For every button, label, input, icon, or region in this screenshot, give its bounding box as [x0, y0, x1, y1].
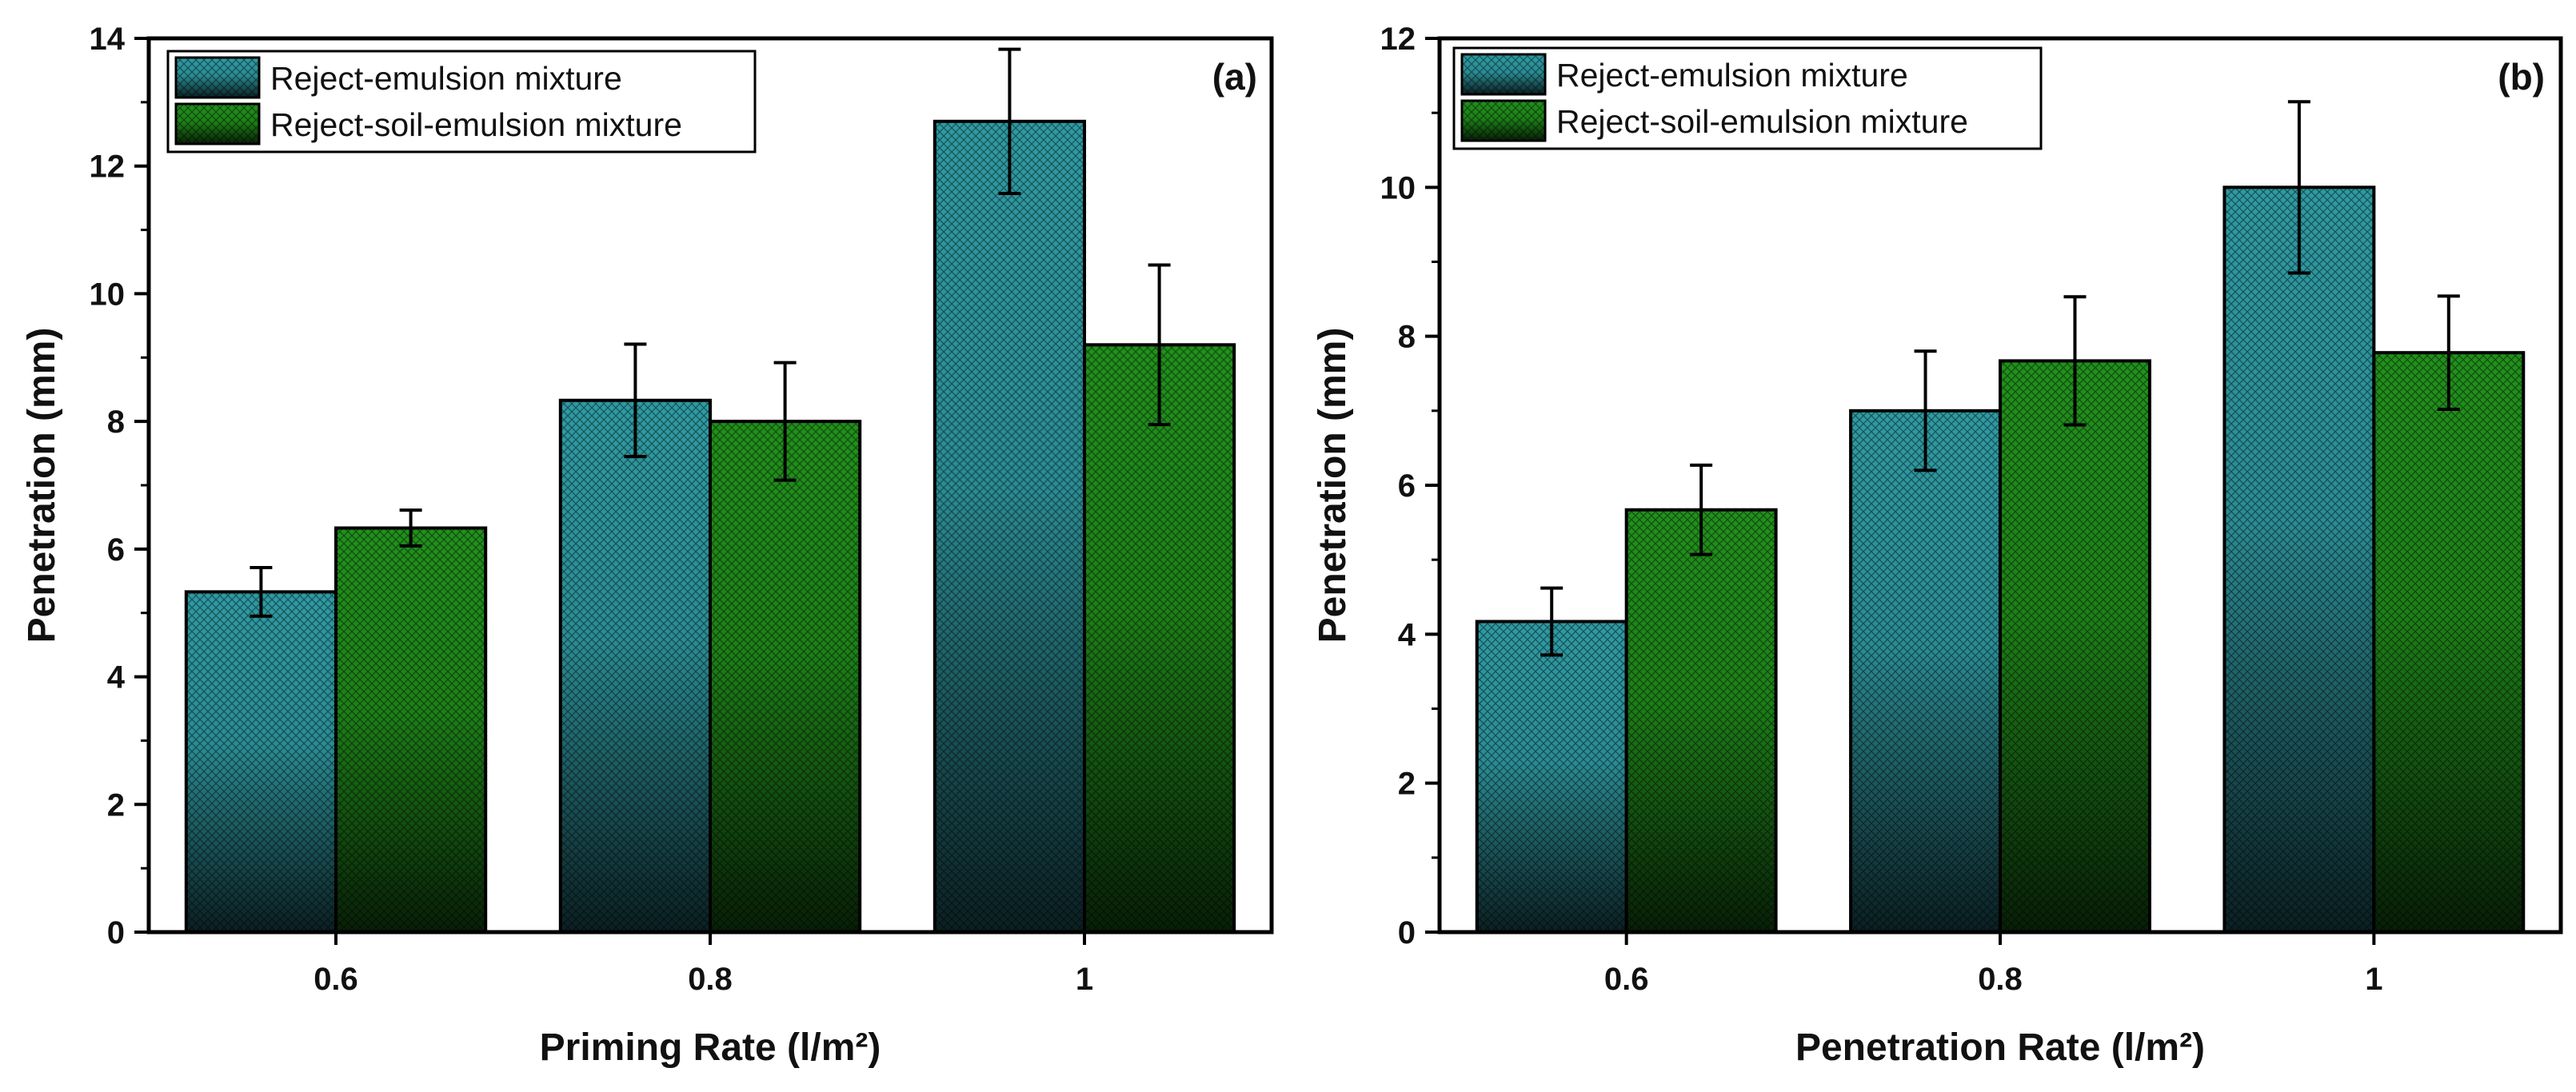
- y-tick-label: 12: [90, 149, 126, 185]
- y-tick-label: 12: [1380, 22, 1416, 57]
- x-tick-label: 0.6: [1604, 962, 1649, 997]
- bar-hatch-reject-emulsion-mixture-0.8: [1851, 410, 2000, 932]
- bars-group-b: [1475, 185, 2526, 935]
- bar-hatch-reject-soil-emulsion-mixture-1: [1084, 345, 1235, 932]
- y-tick-label: 10: [1380, 170, 1416, 205]
- x-tick-label: 1: [2365, 962, 2382, 997]
- error-bar-reject-emulsion-mixture-0.8: [1914, 349, 1937, 472]
- panel-label-a: (a): [1212, 56, 1257, 98]
- y-tick-label: 4: [107, 660, 126, 695]
- legend-label-reject-emulsion: Reject-emulsion mixture: [270, 60, 622, 97]
- x-axis-title-b: Penetration Rate (l/m²): [1795, 1026, 2205, 1069]
- legend-swatch-hatch: [1462, 54, 1545, 94]
- y-tick-label: 2: [107, 787, 125, 823]
- legend-swatch-hatch: [1462, 101, 1545, 141]
- legend-b: Reject-emulsion mixture Reject-soil-emul…: [1452, 46, 2043, 150]
- bar-hatch-reject-emulsion-mixture-1: [934, 121, 1084, 933]
- error-bar-reject-emulsion-mixture-1: [998, 47, 1021, 196]
- bar-hatch-reject-soil-emulsion-mixture-0.8: [2000, 361, 2150, 933]
- error-bars-group-b: [1540, 100, 2460, 657]
- y-tick-label: 14: [90, 22, 126, 57]
- bar-hatch-reject-emulsion-mixture-0.6: [186, 592, 336, 932]
- y-tick-label: 8: [107, 405, 125, 440]
- error-bar-reject-emulsion-mixture-0.6: [250, 566, 273, 618]
- error-bar-reject-soil-emulsion-mixture-1: [2437, 294, 2460, 411]
- bar-hatch-reject-soil-emulsion-mixture-0.8: [710, 421, 861, 932]
- legend-box-b: [1452, 46, 2043, 150]
- error-bar-reject-emulsion-mixture-1: [2287, 100, 2310, 275]
- y-tick-label: 0: [1398, 915, 1416, 951]
- bar-hatch-reject-emulsion-mixture-0.8: [560, 400, 710, 932]
- y-tick-label: 4: [1398, 617, 1416, 652]
- plot-frame-a: [146, 36, 1274, 935]
- x-tick-label: 0.8: [1978, 962, 2023, 997]
- bar-hatch-reject-soil-emulsion-mixture-0.6: [1626, 509, 1776, 932]
- y-axis-title-b: Penetration (mm): [1312, 328, 1354, 644]
- y-tick-label: 0: [107, 915, 125, 951]
- legend-swatch-hatch: [176, 104, 259, 144]
- y-tick-label: 6: [107, 532, 125, 568]
- bar-hatch-reject-emulsion-mixture-0.6: [1476, 621, 1627, 932]
- x-tick-label: 1: [1076, 962, 1093, 997]
- error-bar-reject-soil-emulsion-mixture-0.6: [1690, 463, 1713, 556]
- x-axis-title-a: Priming Rate (l/m²): [540, 1026, 881, 1069]
- error-bar-reject-emulsion-mixture-0.8: [624, 342, 647, 459]
- panel-label-b: (b): [2498, 56, 2545, 98]
- y-tick-label: 10: [90, 277, 126, 312]
- y-tick-label: 8: [1398, 320, 1416, 355]
- x-tick-label: 0.6: [314, 962, 358, 997]
- error-bar-reject-soil-emulsion-mixture-0.8: [773, 361, 797, 482]
- error-bars-group-a: [250, 47, 1171, 618]
- chart-panel-a: 0 2 4 6 8 10 12 14 0.6 0.8 1 Penetration (mm) Pri…: [21, 22, 1274, 1069]
- bar-hatch-reject-soil-emulsion-mixture-0.6: [336, 528, 486, 932]
- legend-label-reject-soil-emulsion: Reject-soil-emulsion mixture: [270, 106, 682, 143]
- bar-hatch-reject-emulsion-mixture-1: [2224, 187, 2374, 933]
- chart-panel-b: 0 2 4 6 8 10 12 0.6 0.8 1 Penetration (mm) Penet…: [1312, 22, 2563, 1069]
- legend-label-reject-soil-emulsion: Reject-soil-emulsion mixture: [1556, 103, 1968, 140]
- plot-frame-b: [1437, 36, 2563, 935]
- legend-a: Reject-emulsion mixture Reject-soil-emul…: [166, 50, 757, 153]
- y-tick-label: 6: [1398, 468, 1416, 504]
- x-axis-ticks-b: 0.6 0.8 1: [1604, 932, 2382, 997]
- y-axis-ticks-a: 0 2 4 6 8 10 12 14: [90, 22, 149, 951]
- y-axis-ticks-b: 0 2 4 6 8 10 12: [1380, 22, 1440, 951]
- bar-hatch-reject-soil-emulsion-mixture-1: [2374, 353, 2524, 932]
- y-axis-title-a: Penetration (mm): [21, 328, 63, 644]
- x-tick-label: 0.8: [688, 962, 733, 997]
- x-axis-ticks-a: 0.6 0.8 1: [314, 932, 1093, 997]
- legend-label-reject-emulsion: Reject-emulsion mixture: [1556, 57, 1908, 94]
- bars-group-a: [184, 119, 1236, 935]
- error-bar-reject-emulsion-mixture-0.6: [1540, 586, 1564, 657]
- error-bar-reject-soil-emulsion-mixture-0.6: [399, 508, 422, 548]
- error-bar-reject-soil-emulsion-mixture-1: [1148, 263, 1171, 427]
- error-bar-reject-soil-emulsion-mixture-0.8: [2063, 295, 2087, 427]
- legend-swatch-hatch: [176, 58, 259, 98]
- legend-box-a: [166, 50, 757, 153]
- y-tick-label: 2: [1398, 767, 1416, 802]
